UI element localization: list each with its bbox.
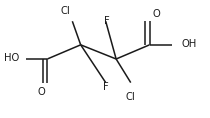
Text: Cl: Cl [126, 92, 135, 102]
Text: O: O [153, 9, 161, 19]
Text: OH: OH [182, 39, 197, 49]
Text: F: F [104, 16, 110, 26]
Text: F: F [103, 82, 109, 92]
Text: O: O [37, 87, 45, 97]
Text: Cl: Cl [60, 6, 70, 16]
Text: HO: HO [4, 53, 19, 63]
